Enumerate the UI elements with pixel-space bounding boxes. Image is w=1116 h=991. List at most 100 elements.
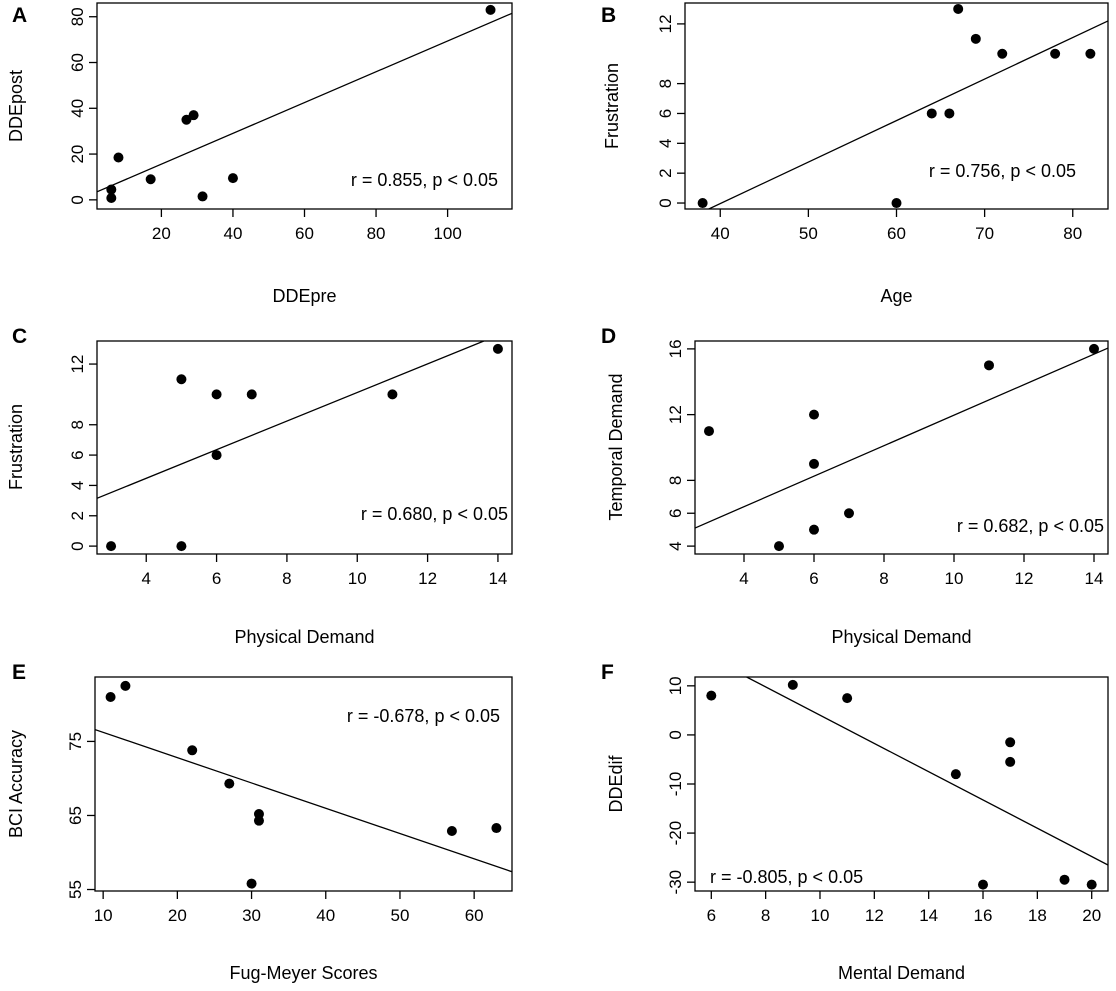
y-axis-label: DDEpost xyxy=(6,70,26,142)
data-point xyxy=(227,173,238,184)
data-point xyxy=(1059,874,1070,885)
x-axis-label: Age xyxy=(880,286,912,306)
x-tick-label: 20 xyxy=(1082,906,1101,925)
axis-ticks: 4 6 8 10 12 14 0 2 4 6 8 12 xyxy=(68,355,507,588)
data-point xyxy=(706,690,717,701)
data-point xyxy=(181,114,192,125)
y-tick-label: 0 xyxy=(656,198,675,207)
correlation-annotation: r = 0.756, p < 0.05 xyxy=(929,161,1076,181)
x-axis-label: Physical Demand xyxy=(831,627,971,647)
correlation-annotation: r = 0.682, p < 0.05 xyxy=(957,516,1104,536)
y-axis-label: Frustration xyxy=(6,404,26,490)
data-point xyxy=(1005,737,1016,748)
data-point xyxy=(787,679,798,690)
data-point xyxy=(844,508,854,519)
y-tick-label: 4 xyxy=(666,541,685,550)
data-point xyxy=(188,110,199,121)
y-tick-label: 8 xyxy=(666,476,685,485)
data-point xyxy=(842,693,853,704)
x-tick-label: 50 xyxy=(390,906,409,925)
data-point xyxy=(950,769,961,780)
panel-letter: E xyxy=(12,661,26,684)
regression-line xyxy=(97,341,485,499)
data-point xyxy=(984,360,994,371)
data-point xyxy=(197,191,208,202)
x-tick-label: 12 xyxy=(865,906,884,925)
data-point xyxy=(809,409,819,420)
y-tick-label: 6 xyxy=(656,109,675,118)
x-tick-label: 50 xyxy=(799,224,818,243)
data-point xyxy=(1086,879,1097,890)
y-tick-label: 12 xyxy=(656,14,675,33)
y-axis-label: Temporal Demand xyxy=(606,373,626,520)
panel-a: 20 40 60 80 100 0 20 40 60 80 A DDEpre DDEpost r … xyxy=(6,2,513,306)
x-axis-label: Physical Demand xyxy=(234,627,374,647)
data-point xyxy=(704,426,714,437)
y-tick-label: 0 xyxy=(666,730,685,739)
data-marks xyxy=(97,341,503,552)
y-tick-label: 65 xyxy=(66,806,85,825)
correlation-annotation: r = 0.855, p < 0.05 xyxy=(351,170,498,190)
plot-frame xyxy=(694,340,1109,555)
x-tick-label: 80 xyxy=(1063,224,1082,243)
data-marks xyxy=(697,3,1108,209)
regression-line xyxy=(695,347,1108,529)
y-tick-label: 75 xyxy=(66,732,85,751)
x-tick-label: 40 xyxy=(711,224,730,243)
axis-ticks: 10 20 30 40 50 60 55 65 75 xyxy=(66,732,484,925)
y-tick-label: 10 xyxy=(666,676,685,695)
y-tick-label: 0 xyxy=(68,195,87,204)
data-point xyxy=(246,389,257,400)
x-axis-label: DDEpre xyxy=(272,286,336,306)
data-point xyxy=(891,198,902,209)
x-tick-label: 16 xyxy=(974,906,993,925)
axis-ticks: 6 8 10 12 14 16 18 20 10 0 -10 -20 -30 xyxy=(666,676,1101,925)
panel-b: 40 50 60 70 80 0 2 4 6 8 12 B Age Frustration r = … xyxy=(601,2,1109,306)
y-tick-label: 12 xyxy=(666,405,685,424)
x-tick-label: 6 xyxy=(707,906,716,925)
y-tick-label: 60 xyxy=(68,53,87,72)
y-tick-label: 16 xyxy=(666,339,685,358)
data-point xyxy=(697,198,708,209)
x-tick-label: 30 xyxy=(242,906,261,925)
data-point xyxy=(106,541,117,552)
regression-line xyxy=(97,12,512,193)
panel-d: 4 6 8 10 12 14 4 6 8 12 16 D Physical Demand Tempo… xyxy=(601,325,1109,647)
data-marks xyxy=(95,680,512,889)
x-tick-label: 18 xyxy=(1028,906,1047,925)
data-point xyxy=(224,778,235,789)
x-tick-label: 60 xyxy=(465,906,484,925)
regression-line xyxy=(708,20,1108,209)
y-axis-label: DDEdif xyxy=(606,754,626,812)
data-point xyxy=(387,389,398,400)
x-tick-label: 8 xyxy=(761,906,770,925)
x-tick-label: 60 xyxy=(295,224,314,243)
x-tick-label: 6 xyxy=(809,569,818,588)
panel-e: 10 20 30 40 50 60 55 65 75 E Fug-Meyer Scores BC… xyxy=(6,661,513,983)
data-point xyxy=(106,193,117,204)
y-tick-label: 6 xyxy=(68,450,87,459)
y-tick-label: 20 xyxy=(68,145,87,164)
x-axis-label: Fug-Meyer Scores xyxy=(229,963,377,983)
data-point xyxy=(106,184,117,195)
data-point xyxy=(492,343,503,354)
x-tick-label: 20 xyxy=(168,906,187,925)
data-point xyxy=(809,458,819,469)
x-tick-label: 100 xyxy=(433,224,461,243)
data-point xyxy=(211,450,222,461)
panel-letter: D xyxy=(601,325,616,348)
x-tick-label: 80 xyxy=(367,224,386,243)
data-point xyxy=(1005,756,1016,767)
y-tick-label: -10 xyxy=(666,772,685,797)
x-tick-label: 14 xyxy=(1085,569,1104,588)
data-marks xyxy=(706,677,1108,890)
y-tick-label: 8 xyxy=(656,79,675,88)
panel-letter: C xyxy=(12,325,27,348)
y-tick-label: -20 xyxy=(666,821,685,846)
plot-frame xyxy=(94,676,513,892)
data-point xyxy=(953,3,964,14)
regression-line xyxy=(746,677,1108,866)
x-tick-label: 6 xyxy=(212,569,221,588)
x-tick-label: 10 xyxy=(811,906,830,925)
